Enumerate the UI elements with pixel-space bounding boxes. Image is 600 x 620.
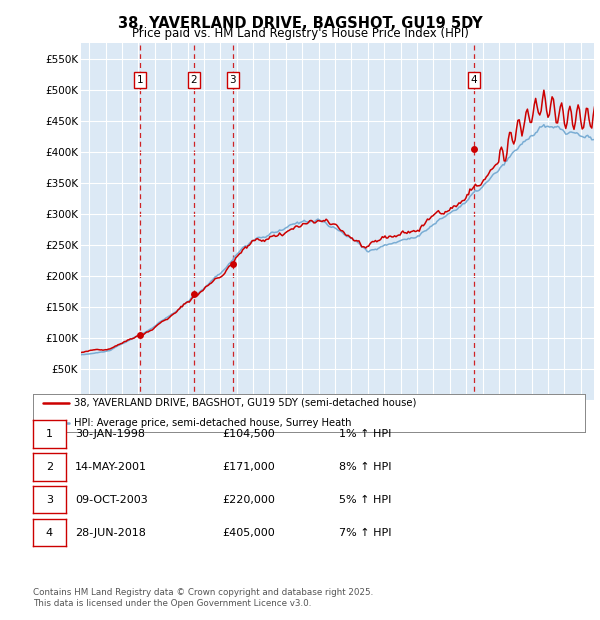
Text: £171,000: £171,000 <box>222 462 275 472</box>
Text: 2: 2 <box>190 75 197 85</box>
Text: £220,000: £220,000 <box>222 495 275 505</box>
Text: 4: 4 <box>471 75 478 85</box>
Text: This data is licensed under the Open Government Licence v3.0.: This data is licensed under the Open Gov… <box>33 600 311 608</box>
Text: 38, YAVERLAND DRIVE, BAGSHOT, GU19 5DY: 38, YAVERLAND DRIVE, BAGSHOT, GU19 5DY <box>118 16 482 30</box>
Text: 38, YAVERLAND DRIVE, BAGSHOT, GU19 5DY (semi-detached house): 38, YAVERLAND DRIVE, BAGSHOT, GU19 5DY (… <box>74 397 417 407</box>
Text: 09-OCT-2003: 09-OCT-2003 <box>75 495 148 505</box>
Text: 3: 3 <box>230 75 236 85</box>
Text: 1: 1 <box>136 75 143 85</box>
Text: 28-JUN-2018: 28-JUN-2018 <box>75 528 146 538</box>
Text: 4: 4 <box>46 528 53 538</box>
Text: £104,500: £104,500 <box>222 429 275 439</box>
Text: HPI: Average price, semi-detached house, Surrey Heath: HPI: Average price, semi-detached house,… <box>74 417 352 428</box>
Text: 1: 1 <box>46 429 53 439</box>
Text: 30-JAN-1998: 30-JAN-1998 <box>75 429 145 439</box>
Text: 7% ↑ HPI: 7% ↑ HPI <box>339 528 391 538</box>
Text: 5% ↑ HPI: 5% ↑ HPI <box>339 495 391 505</box>
Text: £405,000: £405,000 <box>222 528 275 538</box>
Text: 14-MAY-2001: 14-MAY-2001 <box>75 462 147 472</box>
Text: Contains HM Land Registry data © Crown copyright and database right 2025.: Contains HM Land Registry data © Crown c… <box>33 588 373 597</box>
Text: 3: 3 <box>46 495 53 505</box>
Text: Price paid vs. HM Land Registry's House Price Index (HPI): Price paid vs. HM Land Registry's House … <box>131 27 469 40</box>
Text: 8% ↑ HPI: 8% ↑ HPI <box>339 462 391 472</box>
Text: 1% ↑ HPI: 1% ↑ HPI <box>339 429 391 439</box>
Text: 2: 2 <box>46 462 53 472</box>
